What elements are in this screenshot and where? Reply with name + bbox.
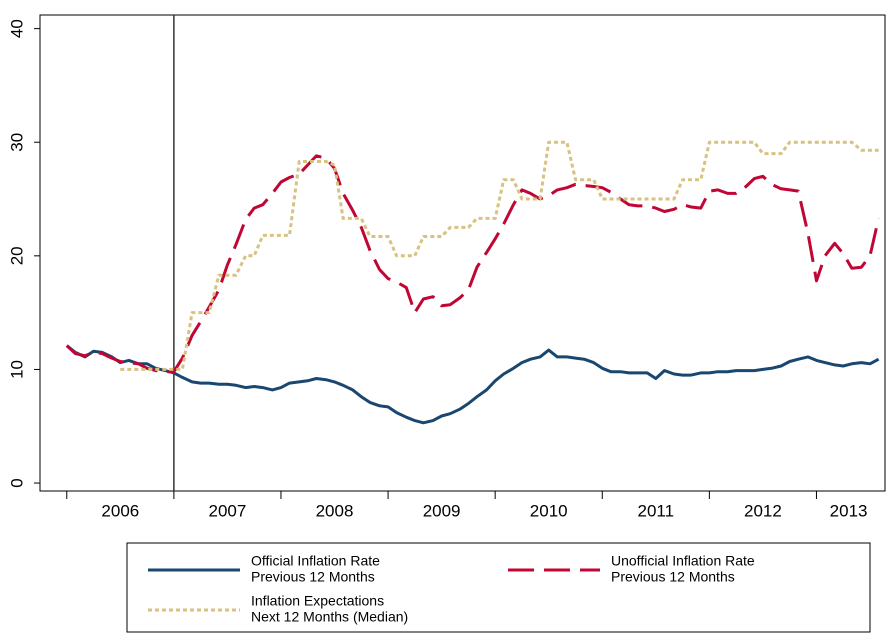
y-tick-label: 10 [7,360,26,379]
y-tick-label: 30 [7,133,26,152]
y-tick-label: 20 [7,246,26,265]
legend-label: Next 12 Months (Median) [251,609,408,625]
x-tick-label: 2007 [209,501,247,520]
x-tick-label: 2010 [530,501,568,520]
series-line [65,344,880,425]
series-line [65,154,881,374]
series-line [120,140,879,371]
legend-label: Previous 12 Months [251,569,375,585]
x-tick-label: 2012 [744,501,782,520]
legend-label: Inflation Expectations [251,593,384,609]
x-tick-label: 2009 [423,501,461,520]
legend-label: Unofficial Inflation Rate [611,553,755,569]
x-tick-label: 2008 [316,501,354,520]
legend-box [126,542,871,633]
y-tick-label: 40 [7,19,26,38]
legend-label: Previous 12 Months [611,569,735,585]
x-tick-label: 2011 [638,501,675,520]
x-tick-label: 2006 [101,501,139,520]
plot-frame [39,14,886,492]
x-tick-label: 2013 [830,501,868,520]
legend-label: Official Inflation Rate [251,553,380,569]
y-tick-label: 0 [7,478,26,487]
